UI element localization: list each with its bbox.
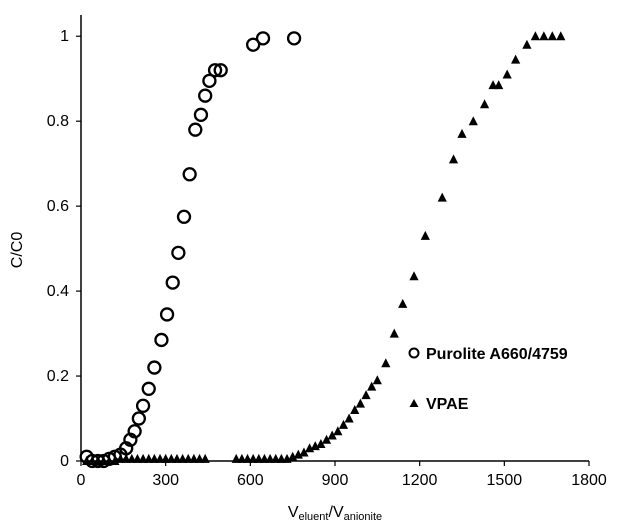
vpae-point <box>409 271 419 281</box>
vpae-point <box>327 430 337 440</box>
x-axis-title-main-2: V <box>333 504 344 521</box>
purolite-point <box>154 332 169 348</box>
legend-marker-purolite <box>408 347 420 359</box>
vpae-point <box>547 31 557 41</box>
purolite-point <box>213 63 228 78</box>
vpae-point <box>522 39 532 49</box>
purolite-point <box>188 122 203 137</box>
y-axis-title: C/C0 <box>9 232 26 269</box>
vpae-point <box>511 54 521 64</box>
y-ticks: 0 0.2 0.4 0.6 0.8 1 <box>47 28 81 470</box>
vpae-point <box>539 31 549 41</box>
purolite-point <box>147 360 162 375</box>
vpae-point <box>448 154 459 164</box>
vpae-point <box>355 398 365 408</box>
x-tick-label: 1500 <box>487 472 523 489</box>
x-axis-title-sub1: eluent <box>299 511 329 521</box>
y-tick-label: 0.2 <box>47 368 69 385</box>
purolite-point <box>141 381 156 396</box>
vpae-point <box>398 298 408 308</box>
vpae-point <box>468 116 478 126</box>
x-tick-label: 1800 <box>571 472 607 489</box>
purolite-point <box>255 31 271 46</box>
series-vpae <box>82 31 566 465</box>
vpae-point <box>361 390 371 400</box>
vpae-point <box>479 99 490 109</box>
purolite-point <box>159 307 175 322</box>
vpae-point <box>530 31 540 41</box>
vpae-point <box>321 434 332 444</box>
purolite-point <box>131 411 147 426</box>
vpae-point <box>420 230 430 240</box>
vpae-point <box>316 439 326 449</box>
x-axis-title-main: V <box>288 504 299 521</box>
y-tick-label: 1 <box>60 28 69 45</box>
series-purolite <box>79 31 302 469</box>
purolite-point <box>207 63 223 78</box>
purolite-point <box>182 167 197 182</box>
vpae-point <box>556 31 566 41</box>
vpae-point <box>389 328 399 338</box>
legend-label-purolite: Purolite A660/4759 <box>426 346 568 363</box>
vpae-point <box>344 413 354 423</box>
vpae-point <box>338 419 349 429</box>
vpae-point <box>457 128 467 138</box>
purolite-point <box>127 424 142 439</box>
legend-marker-vpae <box>409 399 419 407</box>
x-tick-label: 900 <box>322 472 349 489</box>
legend-label-vpae: VPAE <box>426 396 469 413</box>
x-tick-label: 0 <box>77 472 86 489</box>
vpae-point <box>437 192 447 202</box>
vpae-point <box>200 453 210 463</box>
y-tick-label: 0.6 <box>47 198 69 215</box>
x-tick-label: 1200 <box>402 472 438 489</box>
vpae-point <box>333 426 343 436</box>
vpae-point <box>381 358 391 368</box>
legend: Purolite A660/4759 VPAE <box>408 346 568 413</box>
x-axis-title-slash: / <box>328 504 333 521</box>
vpae-point <box>372 375 382 385</box>
series-layer <box>79 31 566 469</box>
purolite-point <box>176 209 192 224</box>
y-tick-label: 0.8 <box>47 113 69 130</box>
x-ticks: 0 300 600 900 1200 1500 1800 <box>77 461 607 489</box>
y-tick-label: 0.4 <box>47 283 69 300</box>
x-axis-title-sub2: anionite <box>344 511 383 521</box>
purolite-point <box>171 245 186 261</box>
x-axis-title: Veluent/Vanionite <box>288 504 382 521</box>
vpae-point <box>502 69 512 79</box>
vpae-point <box>350 405 360 415</box>
axes <box>80 15 589 462</box>
x-tick-label: 300 <box>152 472 179 489</box>
vpae-point <box>494 80 504 90</box>
vpae-point <box>367 381 377 391</box>
y-tick-label: 0 <box>60 453 69 470</box>
purolite-point <box>193 107 209 122</box>
purolite-point <box>202 73 217 88</box>
x-tick-label: 600 <box>237 472 264 489</box>
purolite-point <box>286 31 302 46</box>
purolite-point <box>165 275 180 290</box>
purolite-point <box>246 37 261 52</box>
purolite-point <box>198 88 213 103</box>
purolite-point <box>135 398 151 413</box>
vpae-point <box>299 447 309 457</box>
